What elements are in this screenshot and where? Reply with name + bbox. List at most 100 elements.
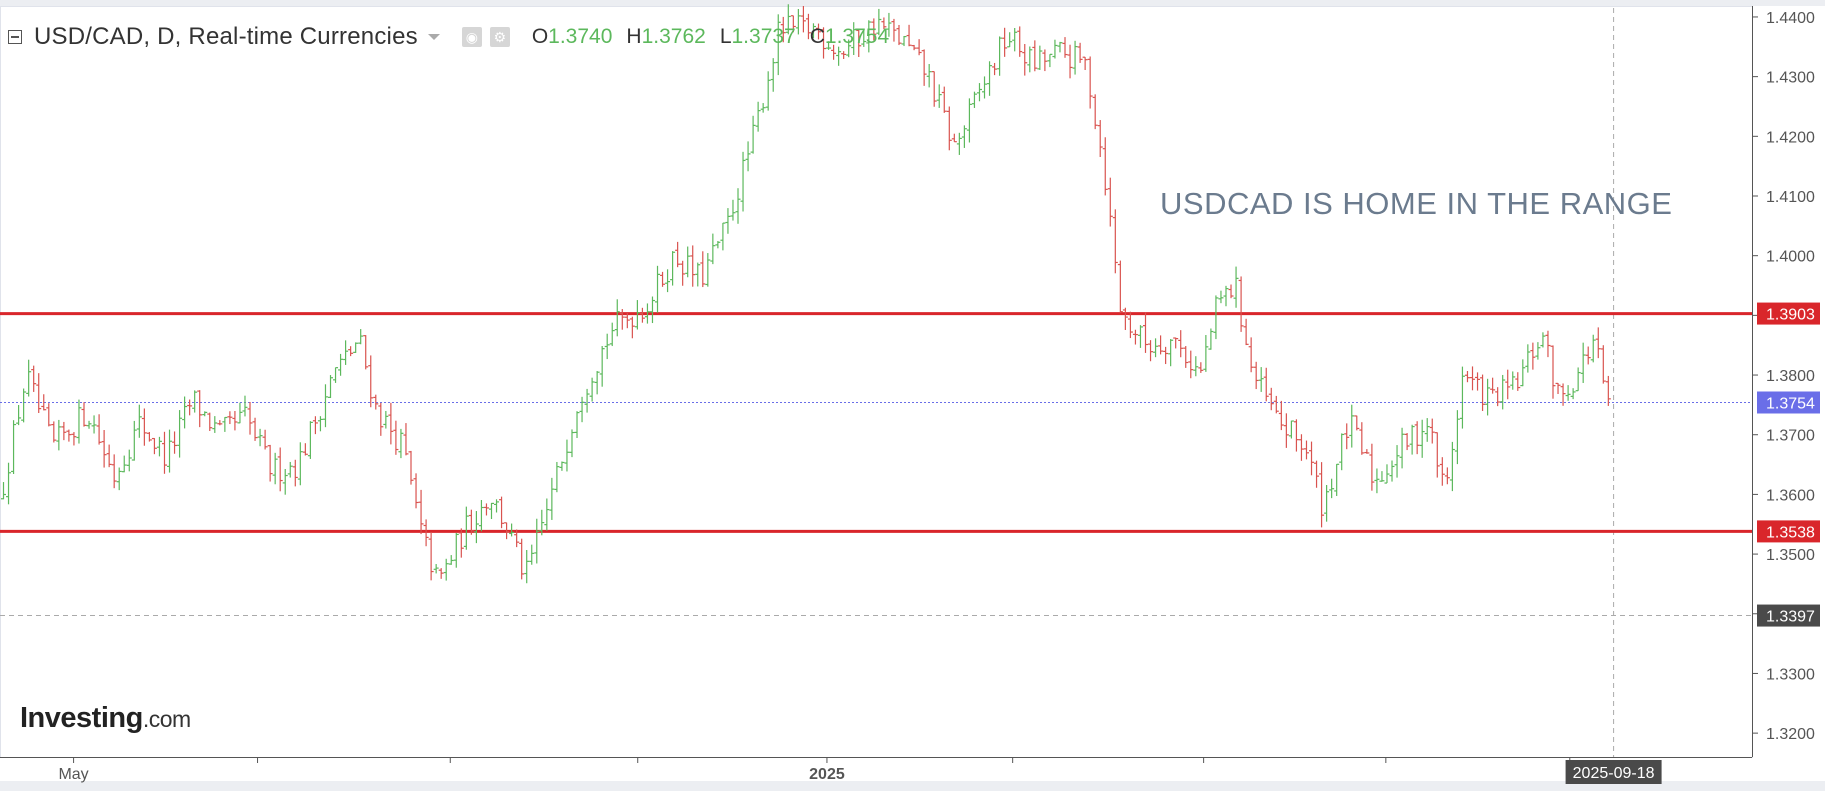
ohlc-bar	[1188, 350, 1194, 379]
bottom-scrollbar	[0, 781, 1825, 791]
ohlc-bar	[1057, 41, 1063, 53]
ohlc-bar	[896, 24, 902, 46]
ohlc-bar	[644, 303, 650, 324]
ohlc-bar	[680, 260, 686, 286]
ohlc-bar	[232, 410, 238, 431]
level-price-tag-label: 1.3538	[1766, 524, 1815, 541]
ohlc-bar	[86, 420, 92, 429]
ohlc-bar	[182, 396, 188, 429]
x-tick-label: 2025	[809, 766, 845, 783]
ohlc-bar	[388, 402, 394, 445]
level-price-tag: 1.3538	[1757, 520, 1820, 543]
ohlc-bar	[795, 9, 801, 35]
ohlc-bar	[483, 503, 489, 516]
ohlc-bar	[655, 265, 661, 313]
level-price-tag-bg	[1757, 302, 1820, 325]
ohlc-bar	[21, 388, 27, 423]
ohlc-bar	[106, 444, 112, 468]
ohlc-bar	[353, 342, 359, 353]
ohlc-bar	[750, 115, 756, 154]
y-tick-label: 1.3600	[1766, 487, 1815, 504]
ohlc-bar	[1585, 346, 1591, 365]
ohlc-bar	[1213, 295, 1219, 340]
gear-icon[interactable]: ⚙	[489, 27, 510, 47]
ohlc-bar	[1510, 371, 1516, 390]
ohlc-bar	[247, 401, 253, 435]
ohlc-bar	[448, 555, 454, 565]
ohlc-bar	[559, 461, 565, 471]
ohlc-bar	[1464, 371, 1470, 383]
ohlc-bar	[1600, 345, 1606, 384]
ohlc-bar	[302, 443, 308, 456]
ohlc-bar	[529, 544, 535, 565]
x-tick-label: May	[58, 766, 88, 783]
ohlc-bar	[609, 322, 615, 347]
ohlc-bar	[499, 496, 505, 529]
ohlc-bar	[428, 531, 434, 581]
ohlc-bar	[745, 141, 751, 172]
ohlc-bar	[1253, 361, 1259, 390]
collapse-legend-button[interactable]	[8, 30, 22, 44]
ohlc-bar	[167, 429, 173, 473]
ohlc-bar	[1570, 388, 1576, 400]
ohlc-bar	[1530, 342, 1536, 370]
ohlc-bar	[1127, 311, 1133, 339]
axes-layer: 1.44001.43001.42001.41001.40001.39001.38…	[0, 6, 1815, 783]
ohlc-bar	[544, 498, 550, 531]
symbol-title[interactable]: USD/CAD, D, Real-time Currencies	[34, 23, 418, 50]
y-tick-label: 1.4000	[1766, 249, 1815, 266]
investing-logo: Investing.com	[20, 702, 191, 734]
ohlc-bar	[207, 412, 213, 432]
ohlc-bar	[881, 17, 887, 30]
ohlc-bar	[579, 396, 585, 423]
ohlc-bar	[272, 452, 278, 485]
ohlc-bar	[146, 432, 152, 442]
ohlc-bar	[1580, 342, 1586, 383]
ohlc-bar	[690, 245, 696, 287]
ohlc-bar	[629, 316, 635, 339]
y-tick-label: 1.3200	[1766, 726, 1815, 743]
ohlc-bar	[192, 390, 198, 413]
current-price-tag: 1.3754	[1757, 391, 1820, 414]
ohlc-bar	[126, 449, 132, 472]
ohlc-bar	[604, 333, 610, 360]
ohlc-bar	[11, 420, 17, 474]
ohlc-bar	[715, 241, 721, 249]
ohlc-bar	[242, 395, 248, 417]
ohlc-bar	[267, 444, 273, 482]
ohlc-bar	[197, 390, 203, 428]
ohlc-bar	[222, 416, 228, 432]
ohlc-bar	[1097, 120, 1103, 157]
ohlc-bar	[383, 410, 389, 429]
ohlc-bar	[1102, 137, 1108, 196]
eye-icon[interactable]: ◉	[461, 27, 482, 47]
ohlc-bar	[1525, 344, 1531, 373]
ohlc-bar	[172, 431, 178, 454]
ohlc-bar	[1500, 374, 1506, 410]
ohlc-bar	[1198, 362, 1204, 373]
ohlc-bar	[992, 62, 998, 76]
ohlc-bar	[116, 467, 122, 491]
ohlc-bar	[1258, 367, 1264, 392]
chart-annotation[interactable]: USDCAD IS HOME IN THE RANGE	[1160, 186, 1673, 221]
ohlc-bar	[413, 473, 419, 509]
ohlc-bar	[1012, 27, 1018, 52]
ohlc-bar	[1364, 449, 1370, 454]
chevron-down-icon[interactable]	[427, 34, 440, 40]
ohlc-bar	[403, 423, 409, 456]
crosshair-price-tag: 1.3397	[1757, 604, 1820, 627]
ohlc-bar	[333, 367, 339, 383]
ohlc-bar	[1454, 410, 1460, 465]
ohlc-bar	[906, 24, 912, 47]
ohlc-bar	[1565, 385, 1571, 401]
ohlc-bar	[91, 415, 97, 434]
ohlc-bar	[96, 414, 102, 445]
ohlc-bars-layer	[1, 4, 1611, 584]
ohlc-bar	[312, 416, 318, 435]
ohlc-bar	[1540, 332, 1546, 348]
y-tick-label: 1.3800	[1766, 368, 1815, 385]
y-tick-label: 1.4400	[1766, 10, 1815, 27]
